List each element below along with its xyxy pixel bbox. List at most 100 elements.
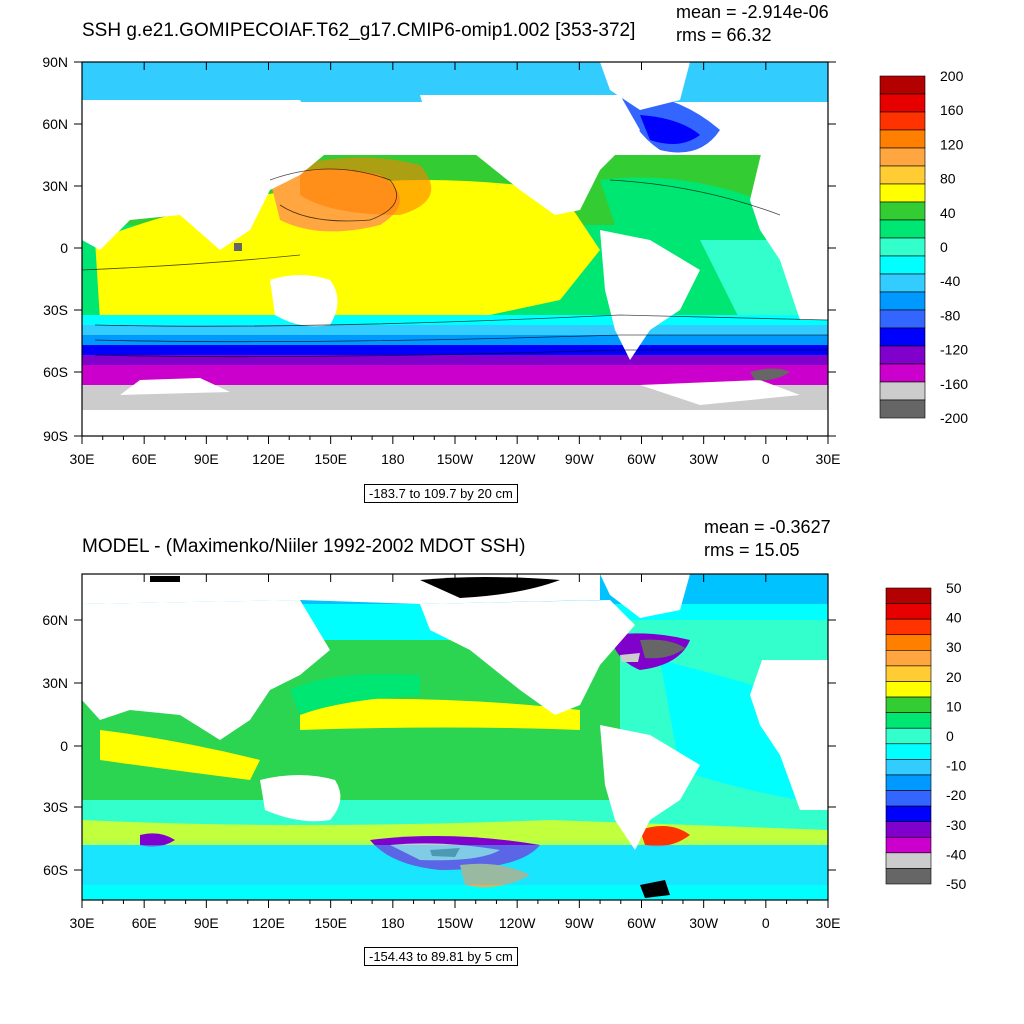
colorbar-label: 10 <box>946 698 962 714</box>
colorbar-swatch <box>885 821 932 838</box>
colorbar-label: -20 <box>946 787 966 803</box>
lon-tick-label: 30W <box>689 451 719 467</box>
colorbar-swatch <box>885 759 932 776</box>
colorbar-swatch <box>879 129 926 149</box>
colorbar-label: 0 <box>946 728 954 744</box>
colorbar-swatch <box>879 381 926 401</box>
colorbar-label: 120 <box>940 136 964 152</box>
lat-tick-label: 60N <box>42 612 68 628</box>
colorbar-swatch <box>879 147 926 167</box>
lon-tick-label: 60W <box>627 451 657 467</box>
lat-tick-label: 0 <box>60 738 68 754</box>
lon-tick-label: 30W <box>689 915 719 931</box>
colorbar-label: 80 <box>940 171 956 187</box>
colorbar-swatch <box>885 852 932 869</box>
colorbar-swatch <box>879 75 926 95</box>
lon-tick-label: 150E <box>314 451 347 467</box>
colorbar-swatch <box>879 111 926 131</box>
lon-tick-label: 30E <box>816 451 841 467</box>
lat-tick-label: 30S <box>43 799 68 815</box>
colorbar-swatch <box>885 650 932 667</box>
colorbar-swatch <box>879 399 926 419</box>
colorbar-label: 30 <box>946 639 962 655</box>
lat-tick-label: 0 <box>60 240 68 256</box>
lon-tick-label: 60W <box>627 915 657 931</box>
colorbar-swatch <box>885 790 932 807</box>
colorbar-label: -50 <box>946 876 966 892</box>
lon-tick-label: 60E <box>132 915 157 931</box>
lon-tick-label: 30E <box>816 915 841 931</box>
colorbar-label: -120 <box>940 342 968 358</box>
colorbar-swatch <box>879 291 926 311</box>
colorbar-swatch <box>885 868 932 885</box>
panel2-rms: rms = 15.05 <box>704 540 800 560</box>
lat-tick-label: 60S <box>43 862 68 878</box>
colorbar-swatch <box>879 201 926 221</box>
lon-tick-label: 30E <box>70 451 95 467</box>
colorbar-swatch <box>879 219 926 239</box>
lon-tick-label: 120E <box>252 915 285 931</box>
colorbar-swatch <box>885 743 932 760</box>
panel2-map: 30E 60E 90E 120E 150E 180 150W 120W 90W 60W 30W 0 30… <box>42 573 841 931</box>
colorbar-swatch <box>885 805 932 822</box>
colorbar-swatch <box>879 309 926 329</box>
colorbar-label: -10 <box>946 758 966 774</box>
colorbar-swatch <box>879 183 926 203</box>
colorbar-label: 50 <box>946 580 962 596</box>
lat-tick-label: 90N <box>42 54 68 70</box>
lat-tick-label: 90S <box>43 428 68 444</box>
lon-tick-label: 30E <box>70 915 95 931</box>
lon-tick-label: 180 <box>381 451 405 467</box>
lon-tick-label: 120W <box>499 451 536 467</box>
lat-tick-label: 30N <box>42 675 68 691</box>
panel1-range-label: -183.7 to 109.7 by 20 cm <box>364 484 518 503</box>
panel1-map: 30E 60E 90E 120E 150E 180 150W 120W 90W 60W 30W 0 30… <box>42 54 841 467</box>
lon-tick-label: 90W <box>565 451 595 467</box>
colorbar-swatch <box>885 618 932 636</box>
lon-tick-label: 0 <box>762 451 770 467</box>
colorbar-swatch <box>879 165 926 185</box>
lon-tick-label: 90E <box>194 451 219 467</box>
lon-tick-label: 150E <box>314 915 347 931</box>
lat-tick-label: 60N <box>42 116 68 132</box>
colorbar-swatch <box>879 93 926 113</box>
colorbar-label: -200 <box>940 410 968 426</box>
colorbar-swatch <box>885 665 932 682</box>
colorbar-label: 160 <box>940 102 964 118</box>
colorbar-label: -30 <box>946 817 966 833</box>
panel2-range-label: -154.43 to 89.81 by 5 cm <box>364 947 518 966</box>
colorbar-label: -40 <box>946 846 966 862</box>
colorbar-label: 40 <box>946 610 962 626</box>
lon-tick-label: 180 <box>381 915 405 931</box>
colorbar-label: -160 <box>940 376 968 392</box>
colorbar-swatch <box>885 836 932 854</box>
colorbar-label: 20 <box>946 669 962 685</box>
colorbar-swatch <box>879 345 926 365</box>
lon-tick-label: 90E <box>194 915 219 931</box>
colorbar-label: 200 <box>940 70 964 84</box>
colorbar-swatch <box>885 727 932 745</box>
lon-tick-label: 150W <box>437 451 474 467</box>
panel2-colorbar: 50 40 30 20 10 0 -10 -20 -30 -40 -50 <box>885 580 966 892</box>
colorbar-swatch <box>879 273 926 293</box>
colorbar-swatch <box>879 327 926 347</box>
colorbar-swatch <box>885 712 932 729</box>
panel2-title: MODEL - (Maximenko/Niiler 1992-2002 MDOT… <box>82 536 526 557</box>
panel1-rms: rms = 66.32 <box>676 25 772 45</box>
colorbar-label: -40 <box>940 273 960 289</box>
colorbar-swatch <box>885 603 932 620</box>
lon-tick-label: 150W <box>437 915 474 931</box>
colorbar-swatch <box>879 255 926 275</box>
lon-tick-label: 90W <box>565 915 595 931</box>
lon-tick-label: 120W <box>499 915 536 931</box>
lon-tick-label: 60E <box>132 451 157 467</box>
colorbar-label: 40 <box>940 205 956 221</box>
lon-tick-label: 0 <box>762 915 770 931</box>
colorbar-swatch <box>885 696 932 713</box>
colorbar-swatch <box>879 237 926 257</box>
colorbar-label: -80 <box>940 307 960 323</box>
equatorial-band <box>300 698 580 730</box>
lat-tick-label: 60S <box>43 364 68 380</box>
land-masses-2 <box>82 574 828 850</box>
lat-tick-label: 30S <box>43 302 68 318</box>
